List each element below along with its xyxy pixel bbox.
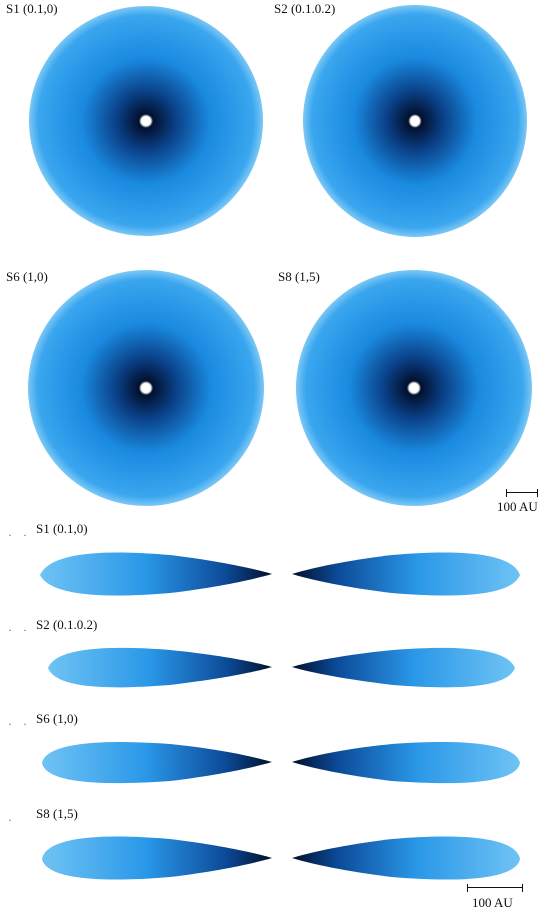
label-s8-edge: S8 (1,5) — [36, 806, 78, 821]
dots-s8: · — [8, 813, 16, 827]
label-s1-edge: S1 (0.1,0) — [36, 521, 88, 536]
disk-edge-s8 — [42, 836, 520, 880]
disk-edge-s2 — [48, 647, 515, 688]
disk-edge-s6 — [42, 742, 520, 784]
scale-bar-bottom — [467, 884, 523, 896]
label-s6-face: S6 (1,0) — [6, 269, 48, 284]
disk-face-s8 — [296, 270, 532, 506]
scale-label-bottom: 100 AU — [472, 895, 513, 910]
dots-s1: · · — [8, 528, 31, 542]
label-s2-face: S2 (0.1.0.2) — [274, 1, 336, 16]
scale-label-top: 100 AU — [497, 499, 538, 514]
label-s8-face: S8 (1,5) — [278, 269, 320, 284]
disk-edge-s1 — [40, 552, 520, 596]
disk-face-s1 — [29, 6, 263, 236]
label-s6-edge: S6 (1,0) — [36, 711, 78, 726]
label-s1-face: S1 (0.1,0) — [6, 1, 58, 16]
dots-s6: · · — [8, 717, 31, 731]
disk-face-s6 — [28, 270, 264, 506]
dots-s2: · · — [8, 623, 31, 637]
label-s2-edge: S2 (0.1.0.2) — [36, 617, 98, 632]
scale-bar-top — [506, 489, 538, 501]
disk-face-s2 — [303, 5, 527, 237]
